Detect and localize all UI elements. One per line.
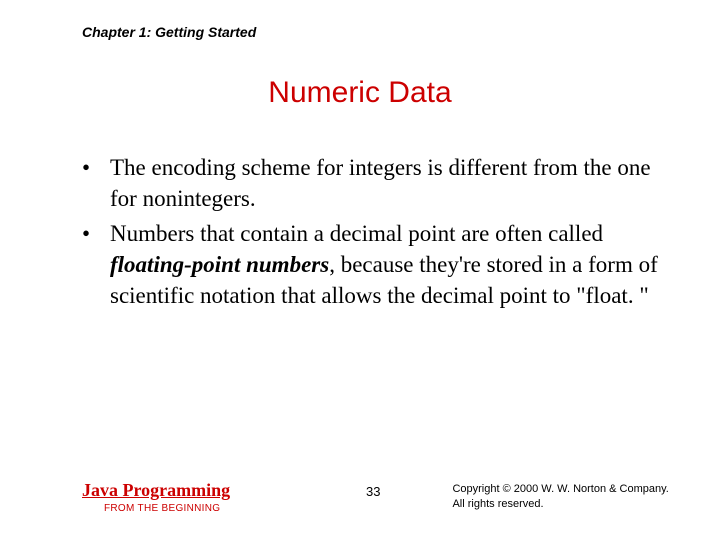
bullet-text: Numbers that contain a decimal point are…	[110, 218, 660, 311]
bullet-marker: •	[82, 152, 110, 214]
page-number: 33	[366, 484, 380, 499]
bullet-item: • The encoding scheme for integers is di…	[82, 152, 660, 214]
chapter-header: Chapter 1: Getting Started	[82, 24, 256, 40]
footer: Java Programming FROM THE BEGINNING 33 C…	[82, 480, 680, 514]
content-area: • The encoding scheme for integers is di…	[82, 152, 660, 315]
bullet-marker: •	[82, 218, 110, 311]
book-subtitle: FROM THE BEGINNING	[104, 503, 332, 514]
book-title: Java Programming	[82, 480, 332, 501]
slide-title: Numeric Data	[0, 76, 720, 110]
copyright-line: Copyright © 2000 W. W. Norton & Company.	[452, 482, 668, 497]
book-title-block: Java Programming FROM THE BEGINNING	[82, 480, 332, 514]
emphasized-term: floating-point numbers	[110, 252, 329, 277]
copyright: Copyright © 2000 W. W. Norton & Company.…	[452, 482, 668, 512]
bullet-item: • Numbers that contain a decimal point a…	[82, 218, 660, 311]
copyright-line: All rights reserved.	[452, 497, 668, 512]
bullet-text: The encoding scheme for integers is diff…	[110, 152, 660, 214]
